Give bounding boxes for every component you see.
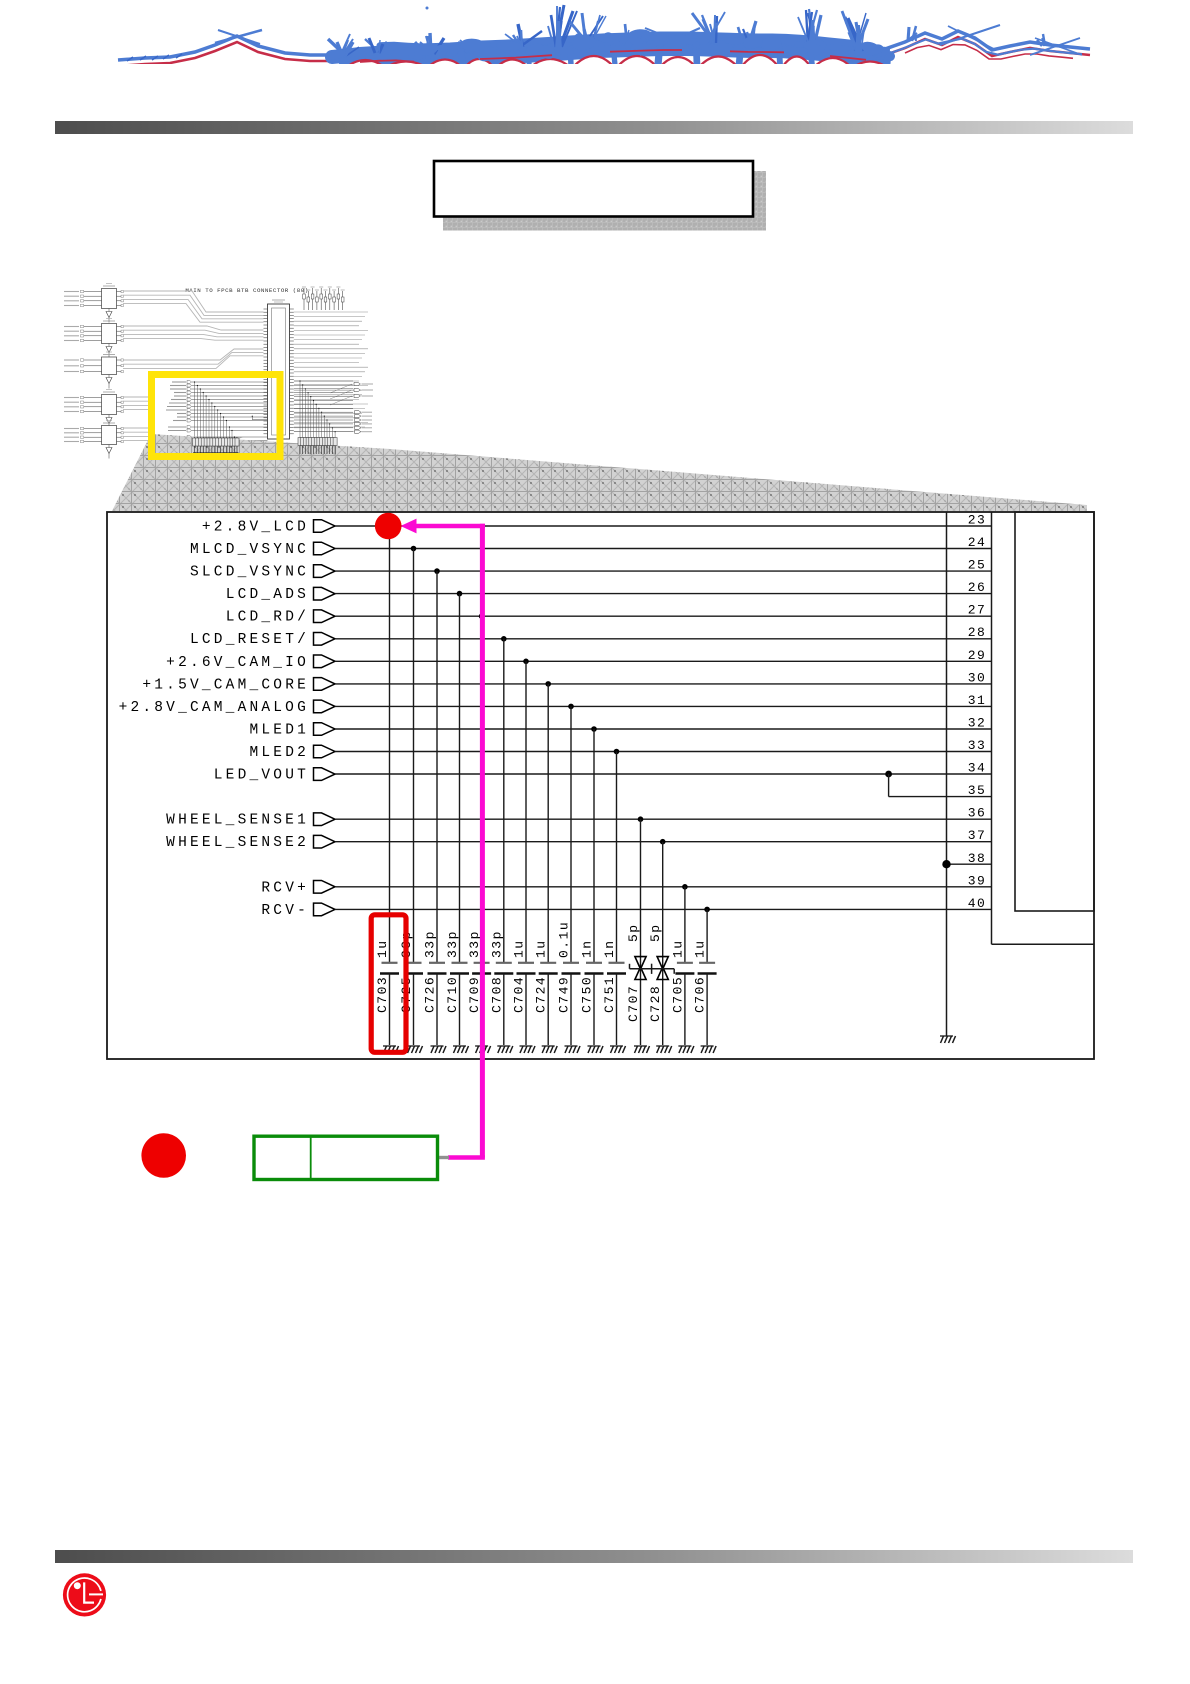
svg-text:1u: 1u bbox=[534, 939, 549, 958]
svg-text:WHEEL_SENSE1: WHEEL_SENSE1 bbox=[166, 813, 309, 829]
svg-text:31: 31 bbox=[968, 693, 987, 708]
svg-text:RCV-: RCV- bbox=[261, 903, 309, 919]
svg-text:LCD_ADS: LCD_ADS bbox=[226, 587, 309, 603]
svg-text:C705: C705 bbox=[670, 976, 685, 1013]
svg-text:33p: 33p bbox=[489, 930, 504, 958]
svg-text:MLCD_VSYNC: MLCD_VSYNC bbox=[190, 542, 309, 558]
svg-text:35: 35 bbox=[968, 783, 987, 798]
svg-text:C751: C751 bbox=[602, 976, 617, 1013]
svg-text:MLED1: MLED1 bbox=[249, 723, 309, 739]
svg-text:40: 40 bbox=[968, 896, 987, 911]
svg-text:LCD_RD/: LCD_RD/ bbox=[226, 610, 309, 626]
svg-text:26: 26 bbox=[968, 580, 987, 595]
svg-text:33p: 33p bbox=[445, 930, 460, 958]
svg-text:C726: C726 bbox=[423, 976, 438, 1013]
svg-text:MLED2: MLED2 bbox=[249, 745, 309, 761]
svg-text:C728: C728 bbox=[648, 985, 663, 1022]
svg-text:MAIN TO FPCB BTB CONNECTOR (80: MAIN TO FPCB BTB CONNECTOR (80) bbox=[185, 287, 308, 294]
svg-text:5p: 5p bbox=[648, 923, 663, 942]
svg-text:WHEEL_SENSE2: WHEEL_SENSE2 bbox=[166, 835, 309, 851]
svg-text:33p: 33p bbox=[467, 930, 482, 958]
svg-text:33: 33 bbox=[968, 738, 987, 753]
svg-text:LED_VOUT: LED_VOUT bbox=[214, 768, 309, 784]
svg-text:27: 27 bbox=[968, 603, 987, 618]
svg-text:C706: C706 bbox=[693, 976, 708, 1013]
svg-text:33p: 33p bbox=[423, 930, 438, 958]
svg-text:0.1u: 0.1u bbox=[557, 921, 572, 958]
svg-text:+1.5V_CAM_CORE: +1.5V_CAM_CORE bbox=[142, 677, 309, 693]
svg-text:C707: C707 bbox=[626, 985, 641, 1022]
svg-text:39: 39 bbox=[968, 873, 987, 888]
svg-text:37: 37 bbox=[968, 828, 987, 843]
svg-text:SLCD_VSYNC: SLCD_VSYNC bbox=[190, 565, 309, 581]
svg-text:1n: 1n bbox=[580, 939, 595, 958]
svg-text:5p: 5p bbox=[626, 923, 641, 942]
svg-text:30: 30 bbox=[968, 670, 987, 685]
svg-text:25: 25 bbox=[968, 558, 987, 573]
svg-text:RCV+: RCV+ bbox=[261, 880, 309, 896]
svg-text:29: 29 bbox=[968, 648, 987, 663]
svg-text:C704: C704 bbox=[512, 976, 527, 1013]
svg-text:+2.6V_CAM_IO: +2.6V_CAM_IO bbox=[166, 655, 309, 671]
svg-text:23: 23 bbox=[968, 513, 987, 528]
svg-text:C724: C724 bbox=[534, 976, 549, 1013]
svg-text:34: 34 bbox=[968, 761, 987, 776]
svg-text:C710: C710 bbox=[445, 976, 460, 1013]
svg-text:38: 38 bbox=[968, 851, 987, 866]
svg-text:C708: C708 bbox=[489, 976, 504, 1013]
svg-text:C749: C749 bbox=[557, 976, 572, 1013]
svg-text:24: 24 bbox=[968, 535, 987, 550]
svg-text:1u: 1u bbox=[670, 939, 685, 958]
svg-text:C703: C703 bbox=[375, 976, 390, 1013]
svg-text:+2.8V_CAM_ANALOG: +2.8V_CAM_ANALOG bbox=[119, 700, 309, 716]
svg-text:C750: C750 bbox=[580, 976, 595, 1013]
svg-text:1u: 1u bbox=[693, 939, 708, 958]
svg-text:C709: C709 bbox=[467, 976, 482, 1013]
svg-text:28: 28 bbox=[968, 625, 987, 640]
svg-text:32: 32 bbox=[968, 716, 987, 731]
svg-text:36: 36 bbox=[968, 806, 987, 821]
svg-text:+2.8V_LCD: +2.8V_LCD bbox=[202, 520, 309, 536]
svg-text:1u: 1u bbox=[512, 939, 527, 958]
svg-text:1n: 1n bbox=[602, 939, 617, 958]
svg-text:LCD_RESET/: LCD_RESET/ bbox=[190, 632, 309, 648]
svg-text:1u: 1u bbox=[375, 939, 390, 958]
